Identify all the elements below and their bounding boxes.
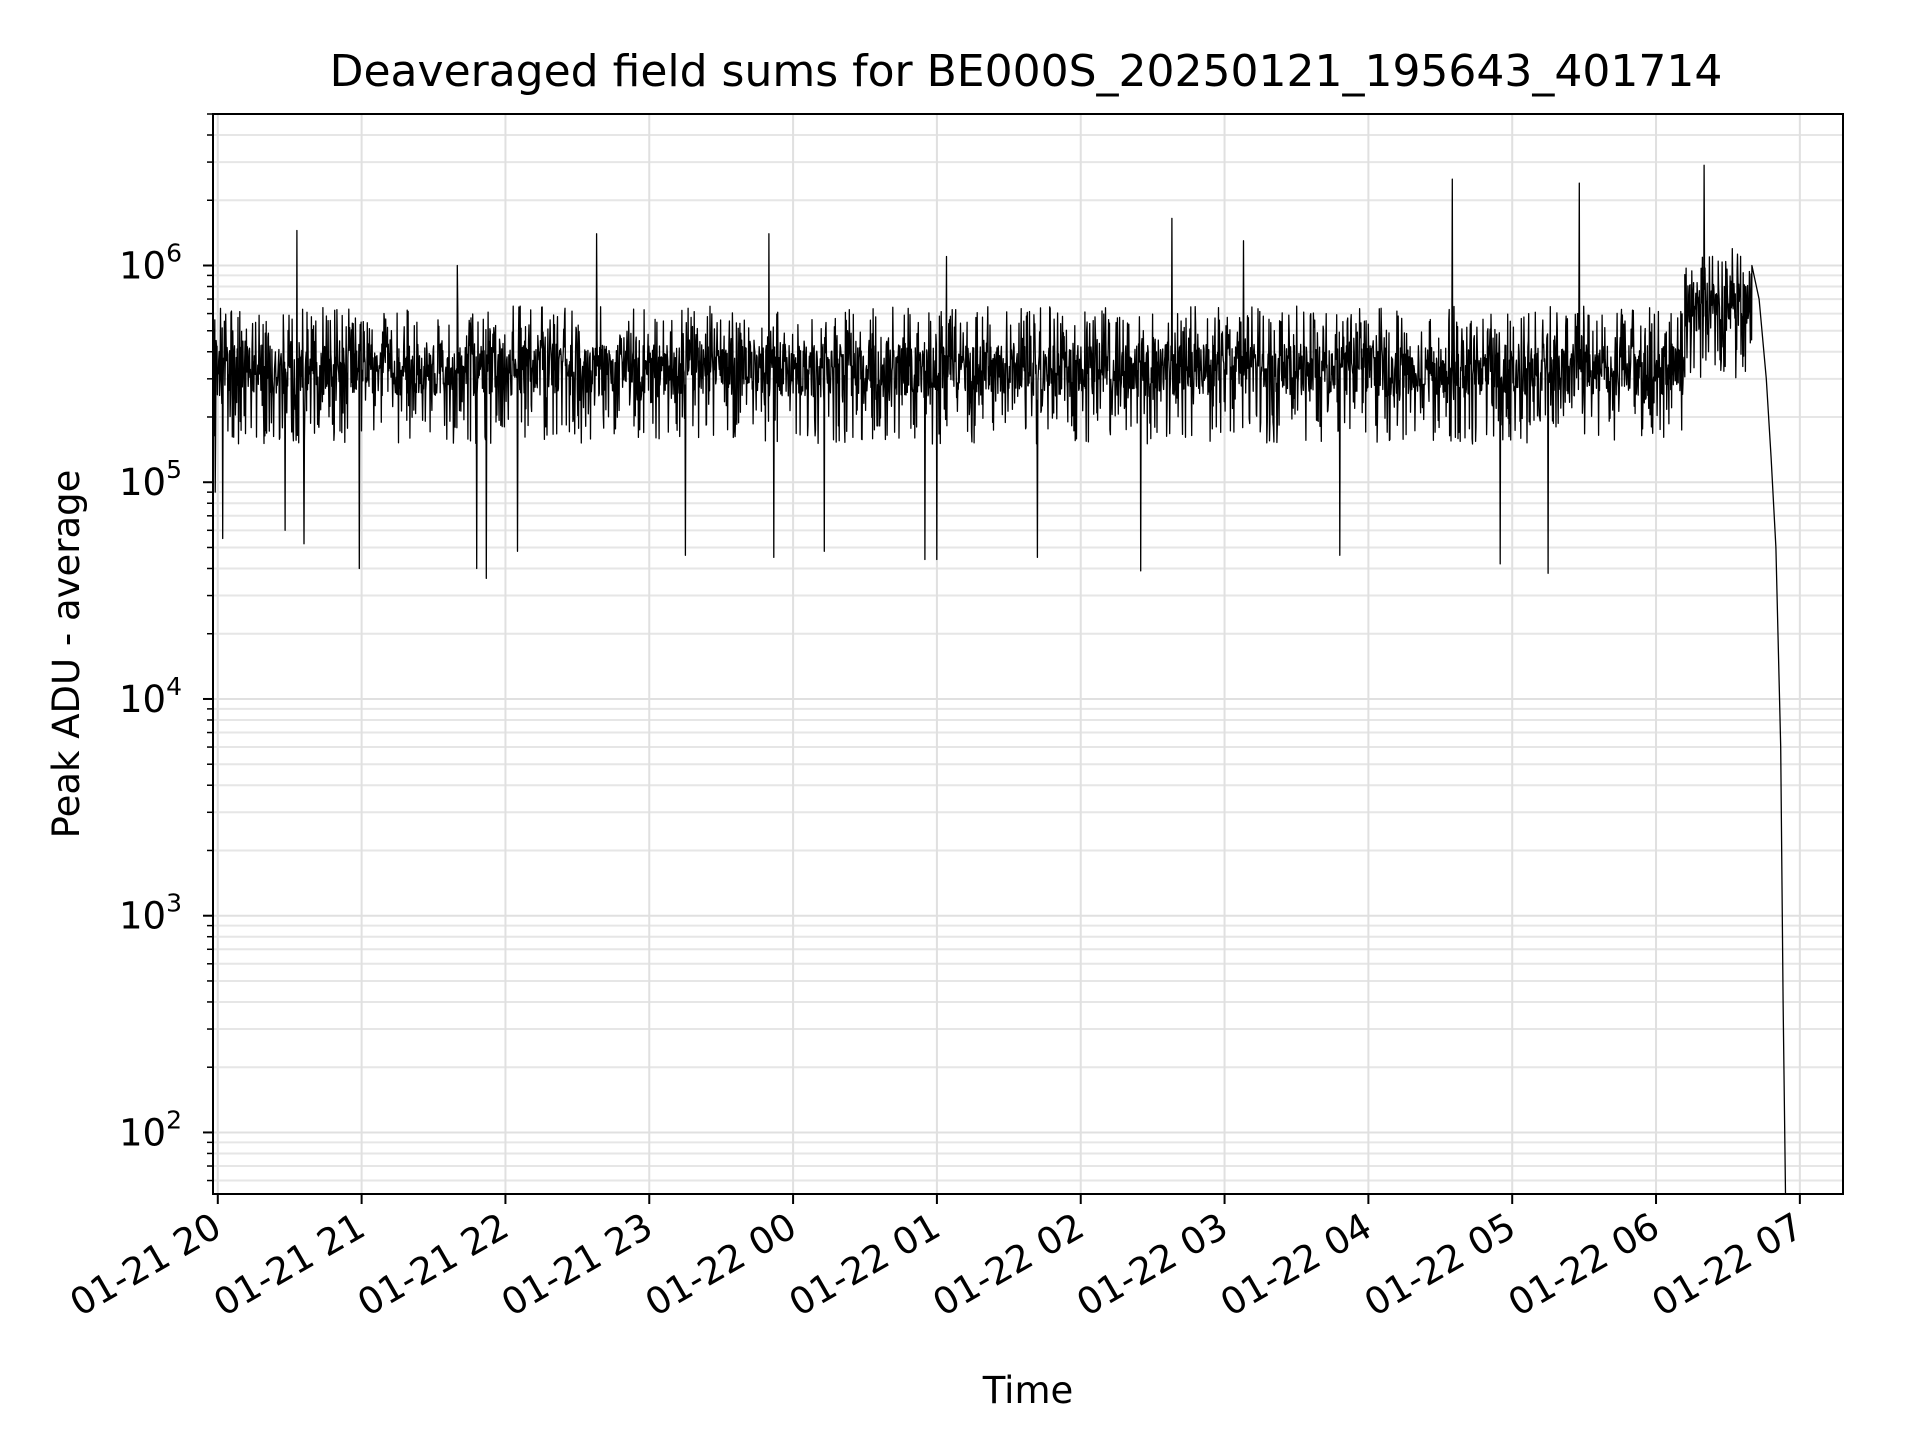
y-tick-label-base: 10 [119, 1111, 166, 1154]
series-layer [212, 164, 1787, 1195]
y-tick-label-exponent: 4 [166, 672, 182, 701]
y-tick-label-exponent: 6 [166, 238, 182, 267]
y-tick-label: 102 [119, 1105, 182, 1154]
series-line [212, 164, 1787, 1195]
grid-layer [213, 113, 1843, 1194]
plot-frame [212, 113, 1844, 1195]
chart-title: Deaveraged field sums for BE000S_2025012… [330, 46, 1723, 97]
y-tick-label: 104 [119, 672, 182, 721]
y-tick-label-base: 10 [119, 678, 166, 721]
y-tick-label-exponent: 2 [166, 1105, 182, 1134]
y-tick-label: 105 [119, 455, 182, 504]
y-tick-label-base: 10 [119, 895, 166, 938]
y-tick-label: 103 [119, 889, 182, 938]
y-tick-label-exponent: 5 [166, 455, 182, 484]
y-axis-label: Peak ADU - average [45, 470, 88, 839]
y-tick-label-base: 10 [119, 461, 166, 504]
y-tick-label-exponent: 3 [166, 889, 182, 918]
x-axis-label: Time [982, 1369, 1074, 1412]
y-tick-label-base: 10 [119, 244, 166, 287]
y-tick-label: 106 [119, 238, 182, 287]
